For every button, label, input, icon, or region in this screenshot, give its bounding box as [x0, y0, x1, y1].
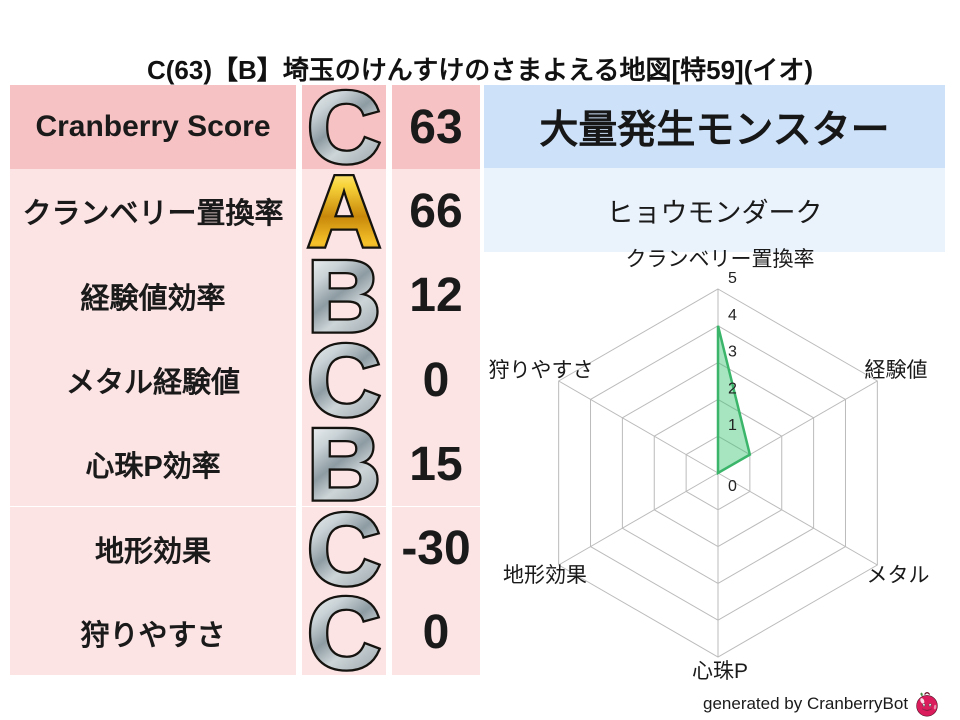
svg-text:2: 2 [728, 380, 737, 397]
svg-text:0: 0 [728, 478, 737, 495]
svg-text:1: 1 [728, 417, 737, 434]
svg-text:4: 4 [728, 307, 737, 324]
svg-text:3: 3 [728, 344, 737, 361]
